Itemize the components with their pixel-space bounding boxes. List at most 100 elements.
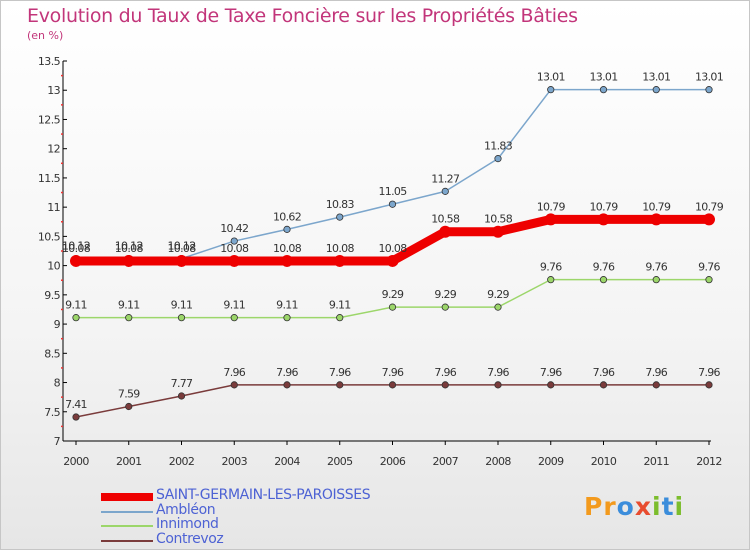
data-label: 7.96 bbox=[434, 366, 456, 379]
y-tick-label: 10 bbox=[47, 260, 60, 273]
data-label: 7.96 bbox=[276, 366, 298, 379]
data-point bbox=[650, 213, 663, 226]
data-label: 7.96 bbox=[645, 366, 667, 379]
data-point bbox=[230, 381, 238, 389]
y-tick-label: 13 bbox=[47, 84, 60, 97]
data-label: 10.08 bbox=[273, 242, 302, 255]
y-tick-label: 10.5 bbox=[38, 230, 61, 243]
data-point bbox=[492, 225, 504, 238]
data-point bbox=[72, 314, 80, 322]
x-tick-label: 2009 bbox=[538, 455, 564, 468]
x-tick-label: 2006 bbox=[380, 455, 406, 468]
logo-letter: i bbox=[652, 492, 662, 521]
data-label: 11.27 bbox=[431, 172, 460, 185]
data-point bbox=[70, 254, 82, 267]
data-point bbox=[283, 225, 291, 233]
data-label: 9.76 bbox=[698, 261, 720, 274]
data-point bbox=[175, 254, 188, 267]
logo-letter: i bbox=[674, 492, 685, 521]
data-label: 9.76 bbox=[540, 261, 562, 274]
logo-letter: P bbox=[584, 492, 604, 521]
data-label: 13.01 bbox=[695, 71, 723, 84]
data-point bbox=[230, 237, 238, 245]
legend-label: SAINT-GERMAIN-LES-PAROISSES bbox=[156, 487, 371, 503]
data-point bbox=[703, 213, 715, 226]
data-point bbox=[652, 381, 660, 389]
data-point bbox=[547, 86, 555, 94]
x-tick-label: 2001 bbox=[116, 455, 142, 468]
data-point bbox=[125, 402, 133, 411]
y-tick-label: 7 bbox=[54, 435, 61, 448]
y-tick-label: 9.5 bbox=[44, 289, 60, 302]
data-point bbox=[283, 314, 291, 322]
data-point bbox=[72, 413, 80, 421]
data-label: 10.12 bbox=[168, 240, 196, 253]
data-point bbox=[599, 276, 608, 284]
data-point bbox=[705, 86, 713, 94]
data-point bbox=[494, 303, 502, 311]
logo-letter: r bbox=[603, 492, 617, 521]
data-point bbox=[125, 314, 133, 322]
data-label: 9.11 bbox=[276, 299, 298, 312]
logo-letter: o bbox=[616, 492, 635, 521]
legend-label: Ambléon bbox=[156, 501, 216, 518]
y-tick-label: 7.5 bbox=[44, 406, 60, 419]
data-point bbox=[283, 381, 291, 389]
data-label: 10.08 bbox=[220, 242, 249, 255]
legend-swatch bbox=[101, 525, 153, 527]
data-point bbox=[336, 381, 344, 389]
data-label: 10.08 bbox=[326, 242, 355, 255]
data-point bbox=[494, 155, 502, 163]
y-tick-label: 8 bbox=[54, 377, 61, 390]
data-label: 9.29 bbox=[382, 288, 404, 301]
data-label: 10.12 bbox=[115, 240, 143, 253]
data-label: 10.58 bbox=[484, 213, 513, 226]
legend-swatch bbox=[101, 493, 153, 501]
data-point bbox=[652, 86, 660, 94]
data-label: 7.96 bbox=[698, 366, 720, 379]
data-label: 11.05 bbox=[379, 185, 408, 198]
data-label: 7.96 bbox=[540, 366, 562, 379]
data-label: 7.96 bbox=[329, 366, 351, 379]
data-label: 9.11 bbox=[329, 299, 351, 312]
y-tick-label: 11 bbox=[47, 201, 60, 214]
data-label: 10.12 bbox=[62, 240, 90, 253]
data-label: 10.58 bbox=[431, 213, 460, 226]
logo-letter: x bbox=[634, 492, 652, 521]
data-label: 7.96 bbox=[593, 366, 615, 379]
data-point bbox=[652, 276, 660, 284]
data-label: 10.79 bbox=[695, 200, 724, 213]
data-label: 7.96 bbox=[382, 366, 404, 379]
series-line bbox=[75, 88, 710, 260]
chart-title: Evolution du Taux de Taxe Foncière sur l… bbox=[27, 5, 578, 27]
data-point bbox=[544, 213, 557, 226]
data-label: 10.08 bbox=[379, 242, 408, 255]
data-label: 10.79 bbox=[642, 200, 671, 213]
data-label: 9.76 bbox=[645, 261, 667, 274]
data-label: 10.08 bbox=[115, 242, 144, 255]
x-tick-label: 2003 bbox=[221, 455, 247, 468]
data-label: 9.11 bbox=[65, 299, 87, 312]
y-tick-label: 12.5 bbox=[38, 113, 61, 126]
x-tick-label: 2002 bbox=[169, 455, 195, 468]
data-point bbox=[439, 225, 452, 238]
data-point bbox=[333, 254, 346, 267]
data-label: 9.29 bbox=[487, 288, 509, 301]
data-point bbox=[386, 254, 399, 267]
data-label: 13.01 bbox=[590, 71, 618, 84]
data-label: 7.41 bbox=[65, 398, 87, 411]
data-label: 10.79 bbox=[537, 200, 566, 213]
data-label: 7.77 bbox=[171, 377, 193, 390]
data-label: 10.79 bbox=[590, 200, 619, 213]
data-point bbox=[705, 276, 713, 284]
data-point bbox=[281, 254, 293, 267]
logo-letter: t bbox=[661, 492, 675, 521]
data-label: 9.76 bbox=[593, 261, 615, 274]
chart-unit-label: (en %) bbox=[27, 29, 64, 42]
x-tick-label: 2010 bbox=[591, 455, 617, 468]
data-point bbox=[122, 254, 135, 267]
data-point bbox=[597, 213, 610, 226]
data-point bbox=[599, 381, 608, 389]
